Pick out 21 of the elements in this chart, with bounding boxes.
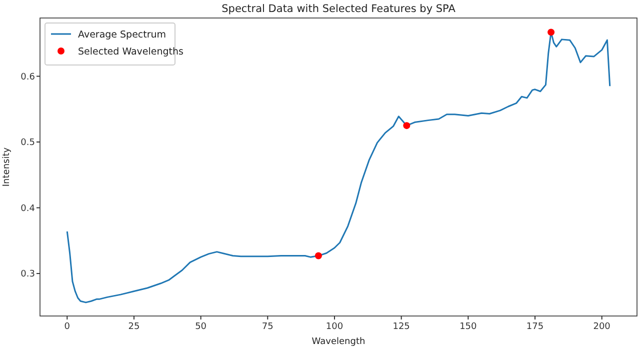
x-tick-label: 50 [195,322,207,332]
x-tick-label: 75 [262,322,274,332]
x-tick-label: 150 [460,322,478,332]
point [314,252,322,260]
y-axis-title: Intensity [2,146,12,187]
legend-label: Average Spectrum [78,30,166,40]
x-tick-label: 125 [392,322,410,332]
y-tick-label: 0.6 [20,72,36,82]
point [548,28,555,36]
y-tick-label: 0.5 [20,138,35,148]
x-tick-label: 200 [593,322,611,332]
y-tick-label: 0.3 [20,270,35,280]
x-axis-title: Wavelength [312,337,366,347]
y-tick-label: 0.4 [20,204,36,214]
x-tick-label: 100 [326,322,344,332]
x-tick-label: 25 [128,322,140,332]
x-tick-label: 175 [526,322,544,332]
legend-label: Selected Wavelengths [78,46,184,58]
x-tick-label: 0 [64,322,70,332]
chart-title: Spectral Data with Selected Features by SPA [222,3,456,15]
point [403,122,410,130]
